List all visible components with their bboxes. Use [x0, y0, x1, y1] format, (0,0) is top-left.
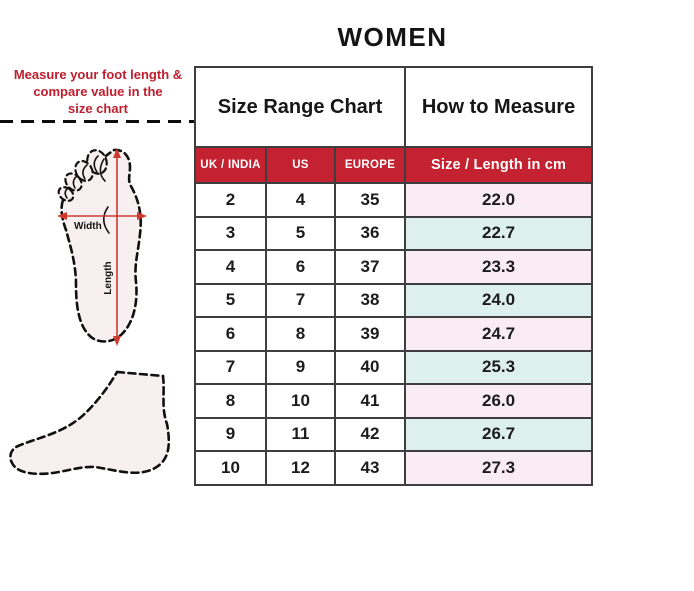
cell-us: 4 — [265, 182, 336, 218]
toe-crease — [82, 164, 88, 180]
cell-us: 11 — [265, 416, 336, 452]
cell-uk: 10 — [194, 450, 267, 486]
table-row: 2 4 35 22.0 — [194, 182, 594, 218]
cell-uk: 5 — [194, 282, 267, 318]
cell-uk: 3 — [194, 215, 267, 251]
table-row: 6 8 39 24.7 — [194, 316, 594, 352]
toe-crease — [93, 155, 99, 173]
cell-eu: 38 — [333, 282, 407, 318]
cell-us: 6 — [265, 249, 336, 285]
column-header-uk-india: UK / INDIA — [194, 146, 267, 184]
cell-cm: 24.7 — [404, 316, 594, 352]
cell-uk: 8 — [194, 383, 267, 419]
page-title: WOMEN — [337, 22, 448, 52]
table-row: 9 11 42 26.7 — [194, 416, 594, 452]
cell-us: 9 — [265, 349, 336, 385]
size-table-body: 2 4 35 22.0 3 5 36 22.7 4 6 37 23.3 5 7 38 24.0 6 8 39 24.7… — [194, 182, 594, 486]
toe-crease — [72, 175, 78, 189]
table-row: 10 12 43 27.3 — [194, 450, 594, 486]
cell-us: 7 — [265, 282, 336, 318]
cell-cm: 26.0 — [404, 383, 594, 419]
instruction-line: size chart — [68, 101, 128, 116]
table-column-header-row: UK / INDIA US EUROPE Size / Length in cm — [194, 146, 594, 184]
toe-crease — [99, 158, 106, 182]
cell-cm: 26.7 — [404, 416, 594, 452]
cell-eu: 36 — [333, 215, 407, 251]
cell-eu: 39 — [333, 316, 407, 352]
size-range-chart-header: Size Range Chart — [193, 66, 407, 148]
width-arrowhead-right — [137, 212, 147, 220]
dashed-separator-line — [0, 120, 197, 123]
cell-cm: 24.0 — [404, 282, 594, 318]
arch-crease — [102, 206, 110, 234]
table-top-header-row: Size Range Chart How to Measure — [193, 66, 594, 148]
cell-eu: 35 — [333, 182, 407, 218]
cell-cm: 22.0 — [404, 182, 594, 218]
column-header-europe: EUROPE — [333, 146, 407, 184]
cell-uk: 6 — [194, 316, 267, 352]
width-arrowhead-left — [57, 212, 67, 220]
instruction-text: Measure your foot length & compare value… — [2, 66, 194, 117]
cell-uk: 7 — [194, 349, 267, 385]
cell-cm: 23.3 — [404, 249, 594, 285]
cell-eu: 41 — [333, 383, 407, 419]
table-row: 4 6 37 23.3 — [194, 249, 594, 285]
cell-us: 8 — [265, 316, 336, 352]
size-chart-table: Size Range Chart How to Measure UK / IND… — [193, 66, 594, 486]
cell-cm: 27.3 — [404, 450, 594, 486]
toe-crease — [64, 187, 69, 199]
column-header-us: US — [265, 146, 336, 184]
instruction-line: Measure your foot length & — [13, 67, 183, 82]
table-row: 3 5 36 22.7 — [194, 215, 594, 251]
cell-uk: 9 — [194, 416, 267, 452]
cell-eu: 43 — [333, 450, 407, 486]
table-row: 5 7 38 24.0 — [194, 282, 594, 318]
column-header-size-length: Size / Length in cm — [404, 146, 594, 184]
cell-cm: 22.7 — [404, 215, 594, 251]
width-label: Width — [74, 221, 102, 232]
length-label: Length — [103, 261, 114, 294]
foot-side-view-illustration — [9, 370, 171, 476]
cell-eu: 37 — [333, 249, 407, 285]
how-to-measure-header: How to Measure — [404, 66, 594, 148]
cell-cm: 25.3 — [404, 349, 594, 385]
foot-top-view-illustration: Width Length — [57, 148, 147, 346]
length-arrowhead-top — [113, 148, 121, 158]
cell-us: 12 — [265, 450, 336, 486]
cell-us: 5 — [265, 215, 336, 251]
table-row: 8 10 41 26.0 — [194, 383, 594, 419]
table-row: 7 9 40 25.3 — [194, 349, 594, 385]
foot-side-outline — [9, 370, 171, 476]
cell-eu: 42 — [333, 416, 407, 452]
cell-us: 10 — [265, 383, 336, 419]
cell-eu: 40 — [333, 349, 407, 385]
length-arrowhead-bottom — [113, 336, 121, 346]
instruction-line: compare value in the — [33, 84, 163, 99]
cell-uk: 2 — [194, 182, 267, 218]
cell-uk: 4 — [194, 249, 267, 285]
